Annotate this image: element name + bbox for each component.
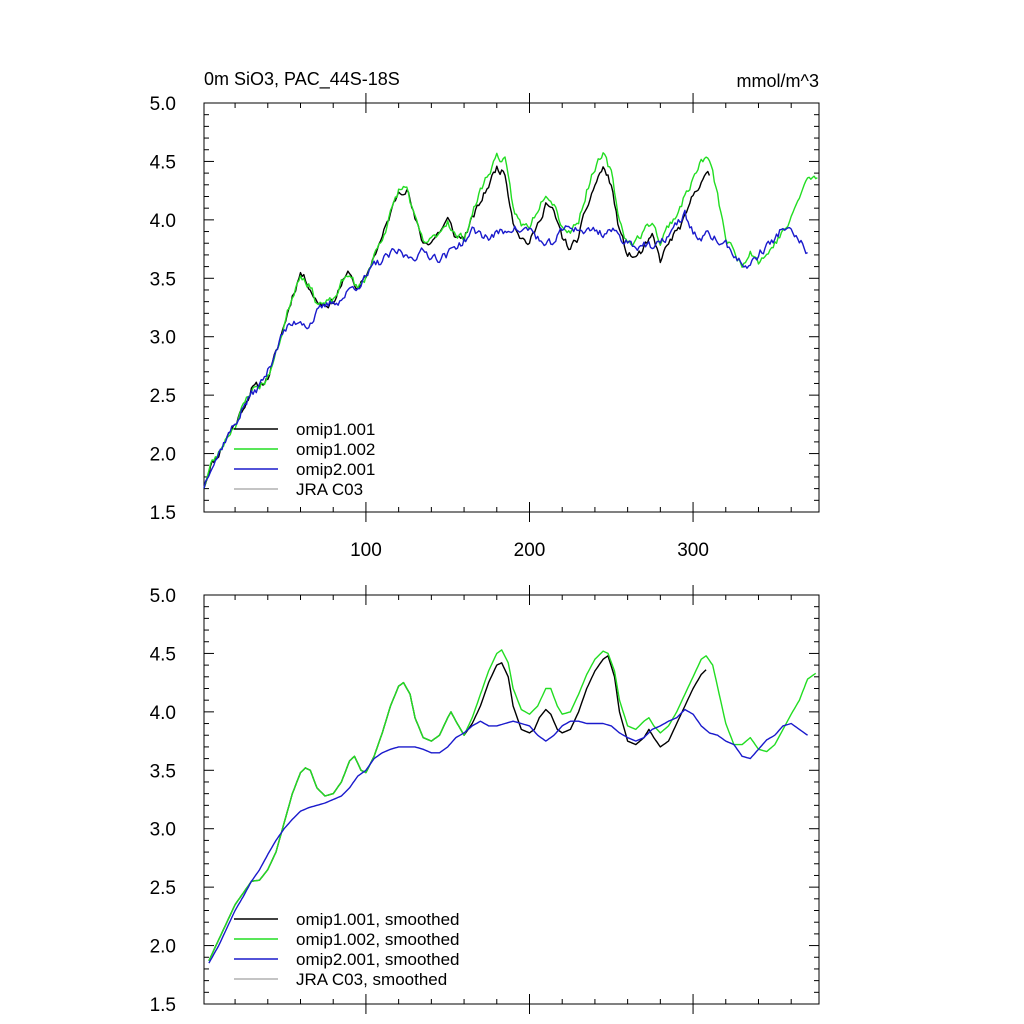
top-chart-title: 0m SiO3, PAC_44S-18S [204, 69, 400, 90]
legend-label: omip1.001, smoothed [296, 910, 460, 929]
top-chart-units: mmol/m^3 [737, 71, 819, 91]
y-tick-label: 4.5 [150, 152, 176, 173]
y-tick-label: 2.0 [150, 445, 176, 466]
y-tick-label: 5.0 [150, 586, 176, 607]
series-line-omip2-001 [203, 209, 808, 489]
y-tick-label: 5.0 [150, 94, 176, 115]
top-axis-tick-labels: 100 200 300 1.5 2.0 2.5 3.0 3.5 4.0 4.5 5.0 [150, 94, 709, 561]
legend-label: JRA C03 [296, 480, 363, 499]
series-line-omip1-002 [203, 152, 818, 489]
y-tick-label: 3.5 [150, 761, 176, 782]
top-plot-frame [203, 102, 820, 513]
legend-label: omip1.002 [296, 440, 375, 459]
x-tick-label: 300 [677, 540, 709, 561]
x-tick-label: 200 [514, 540, 546, 561]
bottom-chart-panel: 1.5 2.0 2.5 3.0 3.5 4.0 4.5 5.0 omip1.001, smoo… [150, 585, 820, 1016]
y-tick-label: 2.5 [150, 878, 176, 899]
series-line-omip1-002-smoothed [208, 649, 817, 962]
legend-label: omip2.001, smoothed [296, 950, 460, 969]
y-tick-label: 3.0 [150, 820, 176, 841]
y-tick-label: 4.5 [150, 644, 176, 665]
series-line-omip2-001-smoothed [208, 708, 808, 964]
y-tick-label: 4.0 [150, 211, 176, 232]
bottom-axis-tick-labels: 1.5 2.0 2.5 3.0 3.5 4.0 4.5 5.0 [150, 586, 176, 1016]
legend-label: omip1.001 [296, 420, 375, 439]
bottom-plot-frame [203, 594, 820, 1005]
y-tick-label: 2.5 [150, 386, 176, 407]
legend-label: omip2.001 [296, 460, 375, 479]
bottom-axis-ticks [204, 585, 819, 1014]
top-chart-panel: 0m SiO3, PAC_44S-18S mmol/m^3 100 200 3001… [150, 69, 820, 561]
y-tick-label: 2.0 [150, 937, 176, 958]
x-tick-label: 100 [350, 540, 382, 561]
y-tick-label: 1.5 [150, 503, 176, 524]
legend-label: omip1.002, smoothed [296, 930, 460, 949]
y-tick-label: 3.5 [150, 269, 176, 290]
top-series-group [203, 152, 818, 489]
y-tick-label: 3.0 [150, 328, 176, 349]
bottom-series-group [208, 649, 817, 964]
y-tick-label: 4.0 [150, 703, 176, 724]
top-axis-ticks [204, 93, 819, 522]
y-tick-label: 1.5 [150, 995, 176, 1016]
legend-label: JRA C03, smoothed [296, 970, 447, 989]
